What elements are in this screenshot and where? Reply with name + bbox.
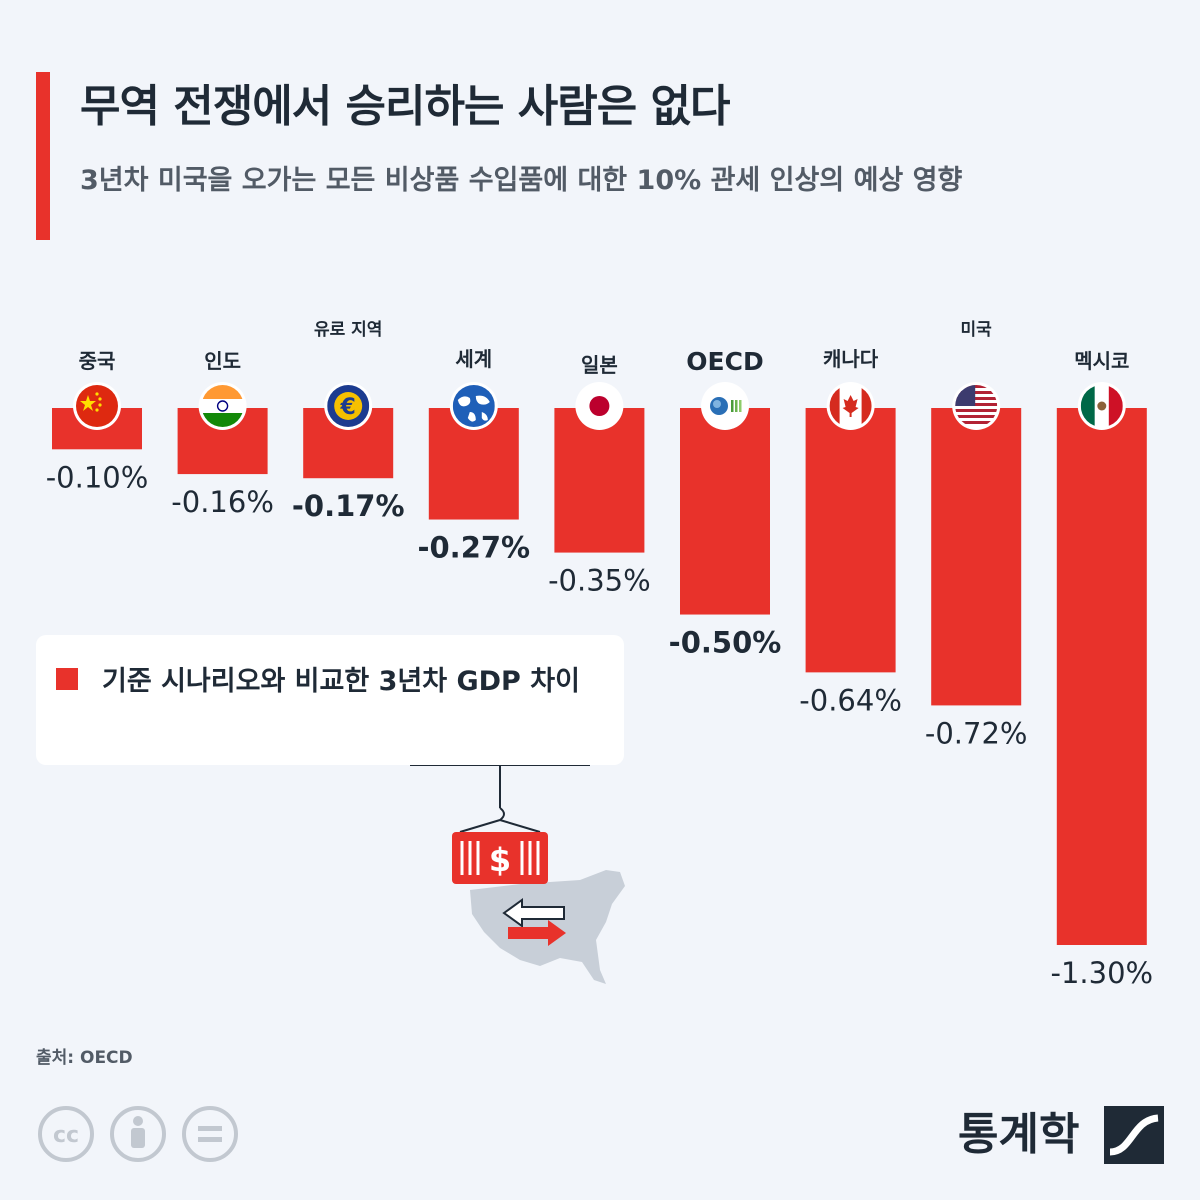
bar-6 [805, 408, 896, 673]
category-label-3: 세계 [455, 347, 492, 371]
value-label-7: -0.72% [925, 716, 1028, 750]
no-derivatives-icon [182, 1106, 238, 1162]
arrow-right-icon [508, 920, 566, 946]
bar-7 [931, 408, 1022, 706]
legend-label: 기준 시나리오와 비교한 3년차 GDP 차이 [102, 666, 580, 697]
source-note: 출처: OECD [36, 1048, 133, 1068]
usa-flag-icon [952, 382, 1001, 430]
container-icon [452, 832, 548, 884]
page-subtitle: 3년차 미국을 오가는 모든 비상품 수입품에 대한 10% 관세 인상의 예상… [80, 165, 963, 196]
trade-illustration: $ [410, 764, 625, 984]
value-label-5: -0.50% [669, 626, 782, 660]
value-label-2: -0.17% [292, 489, 405, 523]
value-label-1: -0.16% [171, 485, 274, 519]
oecd-logo-icon [701, 382, 749, 430]
value-label-0: -0.10% [46, 460, 149, 494]
category-label-4: 일본 [581, 353, 618, 377]
brand-name: 통계학 [958, 1109, 1080, 1160]
value-label-3: -0.27% [417, 531, 530, 565]
bar-8 [1056, 408, 1147, 945]
category-label-2: 유로 지역 [314, 320, 382, 340]
dollar-icon: $ [489, 841, 511, 879]
svg-text:€: € [340, 395, 356, 420]
category-label-6: 캐나다 [823, 347, 879, 371]
value-label-4: -0.35% [548, 564, 651, 598]
cc-icon [38, 1106, 94, 1162]
legend-swatch [56, 668, 78, 690]
globe-icon [449, 382, 498, 430]
china-flag-icon [73, 382, 121, 430]
mexico-flag-icon [1077, 382, 1126, 430]
license-icons: cc [38, 1106, 238, 1162]
value-label-8: -1.30% [1051, 956, 1154, 990]
india-flag-icon [198, 382, 247, 430]
page-title: 무역 전쟁에서 승리하는 사람은 없다 [80, 81, 730, 132]
svg-text:cc: cc [53, 1123, 79, 1148]
legend: 기준 시나리오와 비교한 3년차 GDP 차이 [36, 635, 624, 765]
category-label-8: 멕시코 [1074, 349, 1129, 373]
value-label-6: -0.64% [799, 683, 902, 717]
title-accent-bar [36, 72, 50, 240]
euro-icon: € [324, 382, 373, 430]
canada-flag-icon [826, 382, 875, 430]
category-label-1: 인도 [204, 349, 241, 373]
japan-flag-icon [575, 382, 624, 430]
category-label-5: OECD [686, 347, 763, 376]
bar-5 [680, 408, 770, 615]
category-label-7: 미국 [961, 320, 993, 340]
category-label-0: 중국 [79, 349, 116, 373]
arrow-left-icon [502, 898, 565, 928]
attribution-icon [110, 1106, 166, 1162]
bar-4 [554, 408, 645, 553]
brand-logo-icon [1104, 1106, 1164, 1164]
